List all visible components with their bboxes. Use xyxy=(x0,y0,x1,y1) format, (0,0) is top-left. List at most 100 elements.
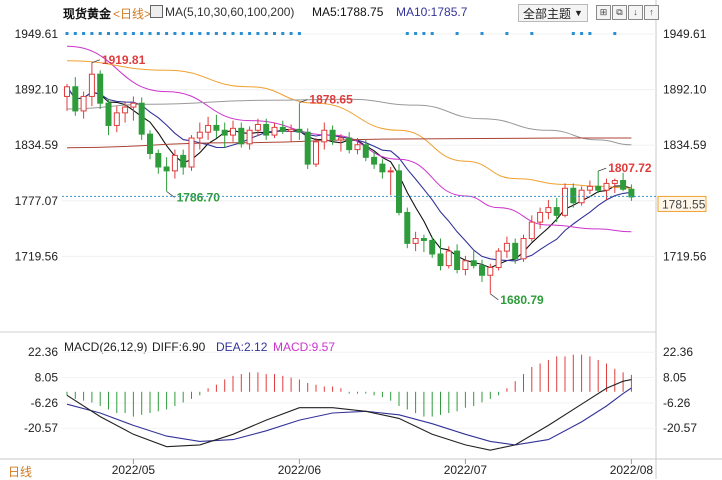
marker-dot xyxy=(123,32,127,35)
marker-dot xyxy=(422,32,426,35)
candle-body xyxy=(72,86,79,112)
candle-body xyxy=(122,106,129,114)
candle-body xyxy=(528,221,535,240)
macd-axis-tick-right: -6.26 xyxy=(663,396,691,410)
price-axis-tick-right: 1892.10 xyxy=(663,83,707,97)
candle-body xyxy=(454,250,461,270)
price-axis-tick-left: 1777.07 xyxy=(15,194,59,208)
macd-axis-tick-right: 22.36 xyxy=(663,345,693,359)
candle-body xyxy=(80,95,87,112)
candle-body xyxy=(553,207,560,216)
candle-body xyxy=(279,126,286,132)
ma-line-ma60 xyxy=(66,60,632,189)
settings-icon[interactable] xyxy=(150,5,163,18)
marker-dot xyxy=(455,32,459,35)
macd-axis-tick-right: -20.57 xyxy=(663,421,697,435)
restore-icon[interactable]: ⧉ xyxy=(612,5,627,20)
candle-body xyxy=(371,156,378,165)
candle-body xyxy=(462,260,469,270)
marker-dot xyxy=(273,32,276,35)
macd-title: MACD(26,12,9) xyxy=(64,340,147,354)
candle-body xyxy=(254,123,261,131)
marker-dot xyxy=(165,32,169,35)
candle-body xyxy=(429,239,436,255)
marker-dot xyxy=(231,32,235,35)
marker-dot xyxy=(65,32,69,35)
dropdown-arrow-icon: ▼ xyxy=(574,8,583,18)
candle-body xyxy=(155,152,162,168)
marker-dot xyxy=(414,32,418,35)
down-arrow-icon[interactable]: ↓ xyxy=(628,5,643,20)
candle-body xyxy=(180,154,187,168)
macd-axis-tick-left: -20.57 xyxy=(24,421,58,435)
candle-body xyxy=(130,102,137,108)
ma-line-ma200 xyxy=(66,137,632,149)
extreme-pointer xyxy=(598,167,607,172)
price-axis-tick-left: 1719.56 xyxy=(15,249,59,263)
extreme-label: 1786.70 xyxy=(177,190,221,204)
macd-hist-value: MACD:9.57 xyxy=(273,340,335,354)
candle-body xyxy=(503,242,510,252)
marker-dot xyxy=(98,32,102,35)
candle-body xyxy=(213,124,220,131)
ma-line-ma100 xyxy=(66,98,632,146)
marker-dot xyxy=(90,32,94,35)
price-axis-tick-right: 1719.56 xyxy=(663,249,707,263)
candle-body xyxy=(304,131,311,165)
marker-dot xyxy=(206,32,210,35)
marker-dot xyxy=(140,32,144,35)
up-arrow-icon[interactable]: ↑ xyxy=(644,5,659,20)
price-axis-tick-left: 1949.61 xyxy=(15,27,59,41)
candle-body xyxy=(271,126,278,136)
marker-dot xyxy=(181,32,185,35)
marker-dot xyxy=(223,32,227,35)
marker-dot xyxy=(115,32,119,35)
marker-dot xyxy=(173,32,177,35)
candle-body xyxy=(445,250,452,267)
candle-body xyxy=(188,137,195,168)
ma-params: MA(5,10,30,60,100,200) xyxy=(165,5,295,19)
period-corner[interactable]: 日线 xyxy=(8,465,33,479)
ma-line-ma30 xyxy=(66,45,632,233)
time-axis-label: 2022/07 xyxy=(444,463,488,477)
candle-body xyxy=(288,128,295,132)
candle-body xyxy=(586,185,593,191)
candle-body xyxy=(196,131,203,139)
candle-body xyxy=(346,137,353,151)
marker-dot xyxy=(297,32,301,35)
marker-dot xyxy=(264,32,268,35)
macd-axis-tick-left: -6.26 xyxy=(31,396,59,410)
marker-dot xyxy=(505,32,509,35)
zoom-in-icon[interactable]: ⊞ xyxy=(596,5,611,20)
period-link[interactable]: <日线> xyxy=(113,7,152,21)
candle-body xyxy=(337,137,344,141)
candle-body xyxy=(396,170,402,213)
candle-body xyxy=(495,250,502,269)
candle-body xyxy=(321,129,328,143)
marker-dot xyxy=(82,32,86,35)
marker-dot xyxy=(289,32,293,35)
theme-dropdown[interactable]: 全部主题 ▼ xyxy=(518,4,588,22)
candle-body xyxy=(420,238,427,241)
marker-dot xyxy=(588,32,592,35)
marker-dot xyxy=(190,32,193,35)
candle-body xyxy=(487,267,494,276)
extreme-pointer xyxy=(91,59,101,64)
marker-dot xyxy=(239,32,243,35)
price-axis-tick-left: 1834.59 xyxy=(15,138,59,152)
candle-body xyxy=(263,123,270,136)
marker-dot xyxy=(430,32,434,35)
candle-body xyxy=(479,265,485,276)
marker-dot xyxy=(571,32,575,35)
candle-body xyxy=(64,86,70,97)
marker-dot xyxy=(281,32,285,35)
candle-body xyxy=(512,242,519,260)
extreme-pointer xyxy=(299,99,308,103)
macd-axis-tick-right: 8.05 xyxy=(663,371,687,385)
time-axis-label: 2022/05 xyxy=(112,463,156,477)
candle-body xyxy=(105,102,112,126)
candle-body xyxy=(379,163,386,173)
extreme-label: 1807.72 xyxy=(608,161,652,175)
candle-body xyxy=(221,129,228,136)
